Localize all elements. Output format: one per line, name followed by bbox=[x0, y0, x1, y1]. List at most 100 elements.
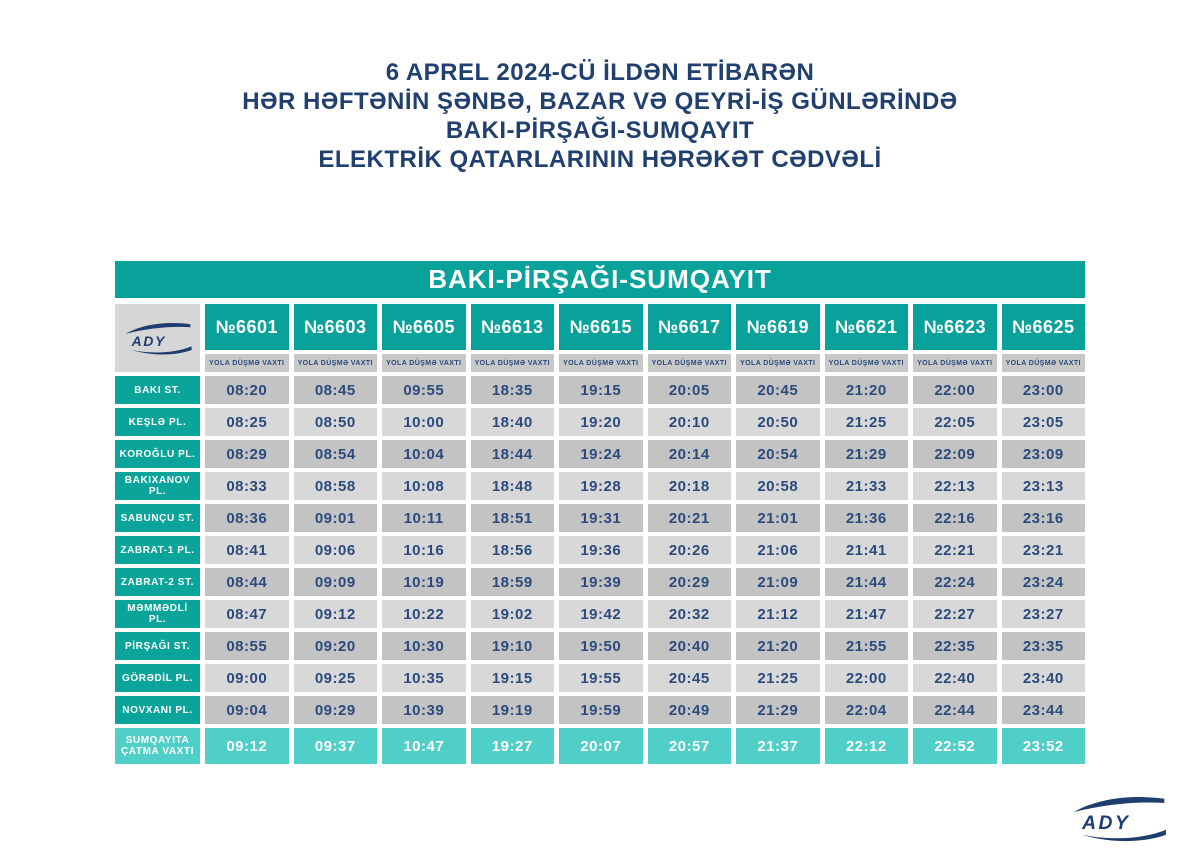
time-cell: 21:20 bbox=[824, 376, 908, 404]
time-cell: 19:19 bbox=[470, 696, 554, 724]
time-cell: 19:42 bbox=[559, 600, 643, 628]
station-cell: ZABRAT-1 PL. bbox=[115, 536, 200, 564]
time-cell: 08:44 bbox=[205, 568, 289, 596]
time-cell: 18:56 bbox=[470, 536, 554, 564]
departure-label-cell: YOLA DÜŞMƏ VAXTI bbox=[559, 354, 643, 372]
time-cell: 09:06 bbox=[293, 536, 377, 564]
time-cell: 08:29 bbox=[205, 440, 289, 468]
time-cell: 10:04 bbox=[382, 440, 466, 468]
time-cell: 23:44 bbox=[1001, 696, 1085, 724]
time-cell: 20:07 bbox=[559, 728, 643, 764]
train-number-cell: №6601 bbox=[205, 304, 289, 350]
time-cell: 20:10 bbox=[647, 408, 731, 436]
train-number-cell: №6613 bbox=[470, 304, 554, 350]
time-cell: 21:37 bbox=[736, 728, 820, 764]
time-cell: 20:54 bbox=[736, 440, 820, 468]
time-cell: 23:09 bbox=[1001, 440, 1085, 468]
time-cell: 19:15 bbox=[559, 376, 643, 404]
time-cell: 23:16 bbox=[1001, 504, 1085, 532]
station-cell: MƏMMƏDLİ PL. bbox=[115, 600, 200, 628]
svg-text:ADY: ADY bbox=[130, 334, 166, 349]
time-cell: 09:04 bbox=[205, 696, 289, 724]
page-title-line-4: ELEKTRİK QATARLARININ HƏRƏKƏT CƏDVƏLİ bbox=[318, 146, 882, 173]
train-number-cell: №6603 bbox=[293, 304, 377, 350]
time-cell: 20:32 bbox=[647, 600, 731, 628]
time-cell: 09:12 bbox=[293, 600, 377, 628]
time-cell: 08:47 bbox=[205, 600, 289, 628]
timetable: BAKI-PİRŞAĞI-SUMQAYIT ADY №6601 №6603 №660… bbox=[115, 261, 1085, 764]
time-cell: 18:35 bbox=[470, 376, 554, 404]
station-cell: KEŞLƏ PL. bbox=[115, 408, 200, 436]
time-cell: 09:09 bbox=[293, 568, 377, 596]
train-number-cell: №6605 bbox=[382, 304, 466, 350]
time-cell: 10:16 bbox=[382, 536, 466, 564]
time-cell: 21:25 bbox=[736, 664, 820, 692]
time-cell: 08:36 bbox=[205, 504, 289, 532]
time-cell: 21:55 bbox=[824, 632, 908, 660]
time-cell: 08:33 bbox=[205, 472, 289, 500]
time-cell: 10:19 bbox=[382, 568, 466, 596]
station-cell: ZABRAT-2 ST. bbox=[115, 568, 200, 596]
time-cell: 10:35 bbox=[382, 664, 466, 692]
time-cell: 22:27 bbox=[913, 600, 997, 628]
train-number-cell: №6623 bbox=[913, 304, 997, 350]
station-cell: SUMQAYITA ÇATMA VAXTI bbox=[115, 728, 200, 764]
time-cell: 19:02 bbox=[470, 600, 554, 628]
time-cell: 20:18 bbox=[647, 472, 731, 500]
time-cell: 22:16 bbox=[913, 504, 997, 532]
time-cell: 19:59 bbox=[559, 696, 643, 724]
time-cell: 20:50 bbox=[736, 408, 820, 436]
time-cell: 20:45 bbox=[736, 376, 820, 404]
station-cell: KOROĞLU PL. bbox=[115, 440, 200, 468]
time-cell: 09:25 bbox=[293, 664, 377, 692]
train-number-cell: №6615 bbox=[559, 304, 643, 350]
time-cell: 22:21 bbox=[913, 536, 997, 564]
time-cell: 08:41 bbox=[205, 536, 289, 564]
time-cell: 09:12 bbox=[205, 728, 289, 764]
departure-label-cell: YOLA DÜŞMƏ VAXTI bbox=[647, 354, 731, 372]
time-cell: 19:28 bbox=[559, 472, 643, 500]
time-cell: 09:29 bbox=[293, 696, 377, 724]
time-cell: 10:00 bbox=[382, 408, 466, 436]
train-number-cell: №6625 bbox=[1001, 304, 1085, 350]
time-cell: 21:33 bbox=[824, 472, 908, 500]
page-title-line-1: 6 APREL 2024-CÜ İLDƏN ETİBARƏN bbox=[385, 59, 815, 86]
time-cell: 22:13 bbox=[913, 472, 997, 500]
svg-text:ADY: ADY bbox=[1081, 813, 1130, 834]
time-cell: 18:40 bbox=[470, 408, 554, 436]
departure-label-cell: YOLA DÜŞMƏ VAXTI bbox=[293, 354, 377, 372]
time-cell: 19:24 bbox=[559, 440, 643, 468]
departure-label-cell: YOLA DÜŞMƏ VAXTI bbox=[470, 354, 554, 372]
departure-label-cell: YOLA DÜŞMƏ VAXTI bbox=[1001, 354, 1085, 372]
time-cell: 20:05 bbox=[647, 376, 731, 404]
time-cell: 09:00 bbox=[205, 664, 289, 692]
time-cell: 21:47 bbox=[824, 600, 908, 628]
station-cell: BAKIXANOV PL. bbox=[115, 472, 200, 500]
time-cell: 23:35 bbox=[1001, 632, 1085, 660]
time-cell: 19:20 bbox=[559, 408, 643, 436]
page-title-line-2: HƏR HƏFTƏNİN ŞƏNBƏ, BAZAR VƏ QEYRİ-İŞ GÜ… bbox=[242, 88, 958, 115]
time-cell: 20:49 bbox=[647, 696, 731, 724]
time-cell: 20:29 bbox=[647, 568, 731, 596]
time-cell: 20:40 bbox=[647, 632, 731, 660]
time-cell: 20:45 bbox=[647, 664, 731, 692]
time-cell: 08:55 bbox=[205, 632, 289, 660]
time-cell: 21:06 bbox=[736, 536, 820, 564]
time-cell: 19:36 bbox=[559, 536, 643, 564]
time-cell: 22:40 bbox=[913, 664, 997, 692]
time-cell: 22:35 bbox=[913, 632, 997, 660]
train-number-cell: №6621 bbox=[824, 304, 908, 350]
time-cell: 08:25 bbox=[205, 408, 289, 436]
time-cell: 10:11 bbox=[382, 504, 466, 532]
time-cell: 23:00 bbox=[1001, 376, 1085, 404]
time-cell: 21:25 bbox=[824, 408, 908, 436]
time-cell: 09:20 bbox=[293, 632, 377, 660]
time-cell: 22:04 bbox=[824, 696, 908, 724]
time-cell: 08:50 bbox=[293, 408, 377, 436]
departure-label-cell: YOLA DÜŞMƏ VAXTI bbox=[205, 354, 289, 372]
time-cell: 19:39 bbox=[559, 568, 643, 596]
station-cell: PİRŞAĞI ST. bbox=[115, 632, 200, 660]
time-cell: 22:44 bbox=[913, 696, 997, 724]
time-cell: 19:31 bbox=[559, 504, 643, 532]
time-cell: 20:21 bbox=[647, 504, 731, 532]
